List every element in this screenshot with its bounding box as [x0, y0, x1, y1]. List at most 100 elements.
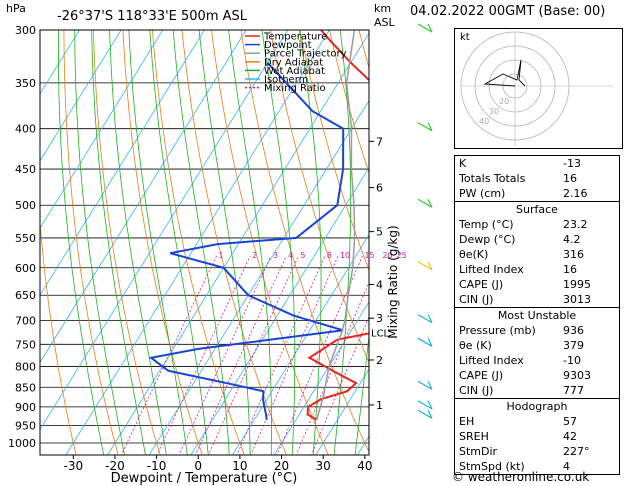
km-tick-label: 1 — [376, 399, 383, 412]
basic-indices: K -13 Totals Totals 16 PW (cm) 2.16 — [454, 155, 620, 202]
mu-pressure-row: Pressure (mb) 936 — [459, 324, 584, 337]
wind-barb-flag — [427, 409, 433, 419]
isotherm-line — [231, 234, 369, 455]
dry-adiabat-line — [122, 30, 203, 455]
mu-li-row: Lifted Index -10 — [459, 354, 581, 367]
km-tick-label: 7 — [376, 135, 383, 148]
y-tick-label: 650 — [15, 289, 36, 302]
mixing-ratio-line — [156, 255, 251, 455]
km-tick-label: 6 — [376, 182, 383, 195]
lcl-label: LCL — [371, 329, 390, 340]
isotherm-line — [107, 32, 369, 455]
y-tick-label: 700 — [15, 315, 36, 328]
hodograph-ring-label: 40 — [479, 117, 489, 126]
km-tick-label: 2 — [376, 354, 383, 367]
wind-barb-flag — [427, 198, 433, 208]
wind-barb — [417, 314, 433, 324]
hodograph-unit-label: kt — [460, 32, 470, 43]
x-tick-label: 30 — [316, 459, 331, 473]
mixing-ratio-line — [207, 255, 299, 455]
mixing-ratio-line — [178, 255, 272, 455]
wind-barb-flag — [427, 380, 433, 390]
wind-barb — [417, 122, 433, 132]
mixing-ratio-line — [311, 315, 369, 455]
mu-cape-row: CAPE (J) 9303 — [459, 369, 591, 382]
mixing-ratio-tick-label: 15 — [364, 251, 374, 260]
legend-entry: Dry Adiabat — [264, 57, 323, 68]
wind-barb — [417, 400, 433, 410]
x-tick-label: 10 — [232, 459, 247, 473]
dry-adiabat-line — [63, 30, 119, 455]
wet-adiabat-line — [172, 30, 230, 455]
hodograph-ring-label: 20 — [499, 97, 509, 106]
credit-text: © weatheronline.co.uk — [452, 470, 590, 484]
mixing-ratio-tick-label: 5 — [300, 251, 305, 260]
wet-adiabat-line — [58, 30, 105, 455]
stmdir-row: StmDir 227° — [459, 445, 590, 458]
wind-barb — [417, 337, 433, 347]
hodograph-header: Hodograph — [506, 400, 568, 413]
surface-header: Surface — [516, 203, 558, 216]
mixing-ratio-tick-label: 8 — [327, 251, 332, 260]
location-title: -26°37'S 118°33'E 500m ASL — [57, 9, 248, 24]
most-unstable-section: Most Unstable Pressure (mb) 936 θe (K) 379… — [454, 308, 620, 399]
x-tick-label: -10 — [147, 459, 167, 473]
surface-dewp-row: Dewp (°C) 4.2 — [459, 233, 581, 246]
mixing-ratio-tick-label: 3 — [273, 251, 278, 260]
wind-barbs — [417, 23, 433, 419]
legend-entry: Mixing Ratio — [264, 83, 326, 94]
wet-adiabat-line — [128, 30, 188, 455]
mixing-ratio-line — [194, 255, 287, 455]
mixing-ratio-tick-label: 10 — [340, 251, 350, 260]
mixing-ratio-tick-label: 25 — [397, 251, 407, 260]
mixing-ratio-tick-label: 1 — [219, 251, 224, 260]
mixing-ratio-tick-label: 20 — [382, 251, 392, 260]
legend-entry: Temperature — [263, 32, 327, 43]
x-tick-label: -30 — [64, 459, 84, 473]
isotherm-line — [190, 166, 369, 455]
wet-adiabat-line — [228, 30, 272, 455]
legend-entry: Parcel Trajectory — [264, 49, 347, 60]
y-tick-label: 950 — [15, 419, 36, 432]
y-tick-label: 800 — [15, 360, 36, 373]
wind-barb — [417, 409, 433, 419]
surface-theta-e-row: θe(K) 316 — [459, 248, 584, 261]
wind-barb — [417, 261, 433, 271]
mixing-ratio-line — [236, 255, 326, 455]
wet-adiabat-line — [299, 30, 322, 455]
totals-totals-row: Totals Totals 16 — [459, 172, 577, 185]
y-tick-label: 500 — [15, 199, 36, 212]
hpa-unit: hPa — [6, 2, 26, 15]
x-tick-label: 20 — [274, 459, 289, 473]
wet-adiabat-line — [149, 30, 209, 455]
y-tick-label: 450 — [15, 163, 36, 176]
km-unit: km — [374, 2, 391, 15]
most-unstable-header: Most Unstable — [497, 309, 577, 322]
axes: 1 2 3 4 5 8 10 15 20 2530035040045050055060065070… — [8, 24, 407, 473]
plot-frame — [39, 29, 370, 456]
wet-adiabat-line — [198, 30, 251, 455]
dry-adiabat-line — [299, 30, 369, 272]
wind-barb — [417, 380, 433, 390]
background-lines — [40, 30, 369, 455]
x-tick-label: 0 — [194, 459, 202, 473]
isotherm-line — [40, 30, 164, 229]
isotherm-line — [148, 99, 369, 455]
mixing-ratio-tick-label: 4 — [288, 251, 293, 260]
y-tick-label: 600 — [15, 262, 36, 275]
surface-section: Surface Temp (°C) 23.2 Dewp (°C) 4.2 θe(K)… — [454, 202, 620, 308]
wind-barb-flag — [427, 23, 433, 33]
isotherm-line — [273, 301, 369, 455]
mixing-ratio-tick-label: 2 — [252, 251, 257, 260]
indices-panel: K -13 Totals Totals 16 PW (cm) 2.16 Surface… — [454, 155, 620, 475]
dry-adiabat-line — [40, 217, 77, 455]
surface-temp-row: Temp (°C) 23.2 — [459, 218, 588, 231]
wind-barb-flag — [427, 122, 433, 131]
hodograph-frame — [454, 28, 623, 149]
legend-entry: Dewpoint — [264, 40, 312, 51]
mixing-ratio-line — [295, 281, 369, 455]
wet-adiabat-line — [91, 30, 146, 455]
wet-adiabat-line — [354, 332, 369, 455]
